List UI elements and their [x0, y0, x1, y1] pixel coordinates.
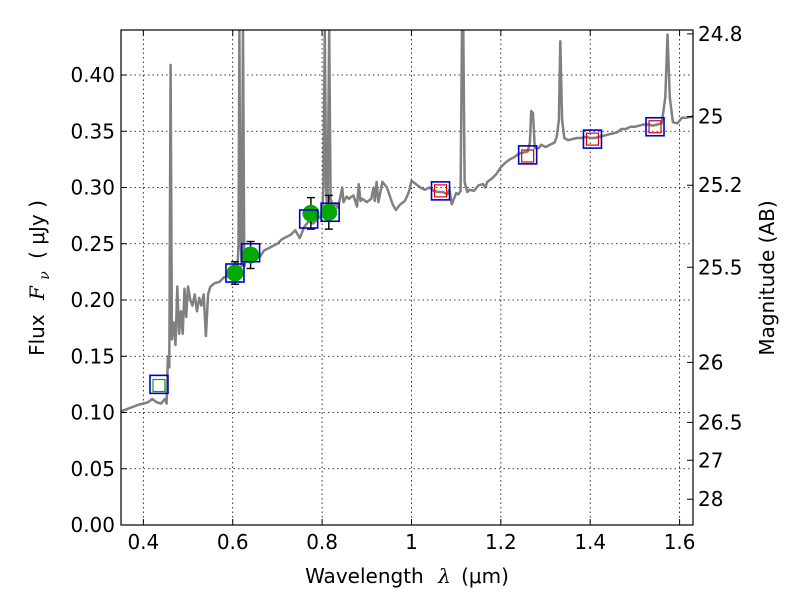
x-axis-label-unit: (μm) [461, 564, 509, 588]
model-box-marker [645, 116, 665, 137]
y-axis-label-subscript: ν [37, 271, 53, 280]
y-tick-label: 0.40 [70, 63, 115, 87]
grid [121, 30, 693, 526]
y-tick-label: 0.05 [70, 457, 115, 481]
x-tick-label: 0.6 [217, 530, 249, 554]
predicted-marker [648, 120, 662, 134]
model-box-marker [225, 263, 245, 283]
plot-frame [120, 29, 694, 526]
model-box-marker [582, 129, 603, 149]
y-tick-label: 0.25 [70, 232, 115, 256]
y-tick-label: 0.35 [70, 119, 115, 143]
y2-axis-label: Magnitude (AB) [755, 200, 779, 355]
predicted-marker [433, 184, 448, 198]
model-box-marker [240, 242, 261, 263]
y2-tick-label: 25.5 [698, 255, 743, 279]
model-box-marker [517, 145, 538, 165]
x-tick-label: 1.4 [574, 530, 606, 554]
y-axis-label-text: Flux [25, 314, 49, 356]
x-axis-label-symbol: λ [437, 564, 451, 588]
x-tick-label: 0.4 [127, 530, 159, 554]
photometry-markers [149, 116, 665, 395]
observed-point [242, 246, 260, 264]
predicted-marker [521, 149, 535, 163]
model-box-marker [298, 209, 319, 229]
y2-tick-label: 27 [698, 448, 723, 472]
y2-tick-label: 28 [698, 487, 723, 511]
y-tick-label: 0.15 [70, 344, 115, 368]
x-axis-label: Wavelength λ (μm) [305, 564, 509, 588]
observed-point [226, 264, 244, 282]
observed-point [302, 204, 320, 222]
predicted-marker [585, 132, 600, 146]
blue-band-marker [152, 378, 166, 393]
x-axis-label-text: Wavelength [305, 564, 424, 588]
x-tick-label: 0.8 [306, 530, 338, 554]
y2-tick-label: 26.5 [698, 410, 743, 434]
y-tick-label: 0.00 [70, 513, 115, 537]
model-spectrum-line [121, 30, 693, 413]
y-tick-label: 0.30 [70, 176, 115, 200]
axis-ticks: 0.4 0.6 0.8 1 1.2 1.4 1.6 0.00 0.05 0.10 0.15 0.20 0… [70, 22, 742, 554]
y-axis-label-unit: ( μJy ) [25, 200, 49, 259]
y2-tick-label: 25 [698, 105, 723, 129]
y2-tick-label: 24.8 [698, 22, 743, 46]
y-axis-label-symbol: F [25, 285, 49, 301]
x-tick-label: 1 [405, 530, 418, 554]
x-tick-label: 1.2 [485, 530, 517, 554]
x-tick-label: 1.6 [664, 530, 696, 554]
y-axis-label: Flux F ν ( μJy ) [25, 200, 54, 356]
y-tick-label: 0.20 [70, 288, 115, 312]
y2-tick-label: 26 [698, 350, 723, 374]
observed-point [320, 203, 338, 221]
y2-tick-label: 25.2 [698, 173, 743, 197]
spectrum-layer [121, 30, 693, 413]
model-box-marker [320, 202, 340, 223]
model-box-marker [430, 181, 451, 201]
model-box-marker [149, 374, 169, 395]
y-tick-label: 0.10 [70, 401, 115, 425]
